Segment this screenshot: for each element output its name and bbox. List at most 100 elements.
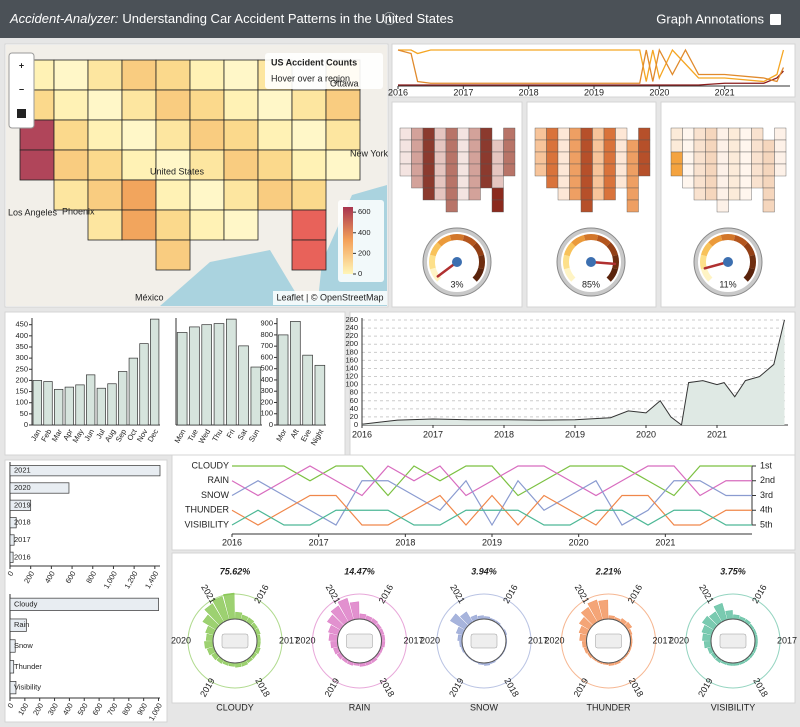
mini-state: [534, 163, 547, 177]
x-tick-label: Jul: [94, 427, 107, 440]
panel: [171, 454, 796, 551]
state: [223, 209, 259, 241]
radial-name: RAIN: [349, 702, 371, 712]
mini-state: [626, 175, 639, 189]
reset-view[interactable]: [17, 109, 26, 118]
mini-state: [603, 163, 616, 177]
place-label: Ottawa: [330, 78, 359, 88]
mini-state: [716, 163, 729, 177]
mini-state: [569, 175, 582, 189]
mini-state: [546, 151, 559, 165]
mini-state: [468, 151, 481, 165]
info-icon[interactable]: ⓘ: [383, 11, 396, 26]
mini-state: [603, 187, 616, 201]
state: [87, 119, 123, 151]
y-tick-label: 260: [345, 315, 358, 324]
mini-state: [716, 199, 729, 213]
gauge-label: 85%: [582, 279, 600, 289]
category-label: 2017: [14, 535, 31, 544]
zoom-out[interactable]: −: [19, 84, 24, 94]
x-tick-label: 2021: [707, 429, 727, 439]
mini-state: [615, 127, 628, 141]
state: [121, 209, 157, 241]
y-tick-label: 200: [260, 397, 273, 406]
gauge-hub: [586, 257, 596, 267]
mini-state: [468, 187, 481, 201]
mini-state: [546, 175, 559, 189]
bar: [176, 332, 188, 426]
x-tick-label: 2018: [494, 429, 514, 439]
mini-state: [422, 151, 435, 165]
year-label: 2020: [171, 635, 191, 645]
gauge-band: [733, 234, 748, 247]
series-label: CLOUDY: [191, 460, 229, 470]
y-tick-label: 40: [350, 404, 358, 413]
colorbar: [343, 207, 353, 274]
radial-outer: [436, 593, 532, 689]
state: [189, 59, 225, 91]
mini-state: [503, 163, 516, 177]
mini-state: [728, 139, 741, 153]
mini-state: [557, 139, 570, 153]
attribution[interactable]: Leaflet | © OpenStreetMap: [276, 292, 383, 302]
mini-state: [693, 127, 706, 141]
x-tick-label: 2021: [655, 537, 675, 547]
series-label: SNOW: [201, 490, 230, 500]
radial-outer: [312, 593, 407, 689]
share-label: 3.94%: [471, 566, 497, 576]
mini-state: [434, 151, 447, 165]
bar: [64, 386, 74, 426]
x-tick-label: 2016: [222, 537, 242, 547]
mini-state: [774, 139, 787, 153]
gauge-band: [462, 234, 477, 247]
state: [291, 149, 327, 181]
bar: [9, 465, 161, 477]
rank-line: [231, 479, 752, 527]
x-tick-label: 0: [6, 569, 16, 577]
bar: [9, 681, 17, 695]
mini-state: [411, 139, 424, 153]
gauge-band: [612, 254, 619, 270]
y-tick-label: 0: [269, 420, 273, 429]
x-tick-label: 2017: [309, 537, 329, 547]
year-label: 2020: [295, 635, 315, 645]
bar: [118, 371, 128, 426]
mini-state: [762, 175, 775, 189]
state: [291, 239, 327, 271]
mini-state: [569, 139, 582, 153]
radial-map: [595, 633, 622, 649]
mini-state: [705, 175, 718, 189]
mini-state: [580, 127, 593, 141]
area-line: [361, 319, 785, 426]
state: [121, 119, 157, 151]
gauge-band: [743, 242, 756, 257]
mini-state: [445, 151, 458, 165]
gauge-band: [749, 254, 756, 270]
annotations-checkbox[interactable]: [770, 14, 781, 25]
bar: [75, 384, 85, 426]
state: [189, 89, 225, 121]
radial-outer: [561, 593, 656, 689]
mini-state: [693, 163, 706, 177]
bar: [150, 318, 160, 426]
zoom-in[interactable]: +: [19, 60, 24, 70]
mini-state: [774, 151, 787, 165]
y-tick-label: 100: [15, 398, 28, 407]
map-info-box: [265, 53, 383, 89]
gauge-band: [429, 267, 442, 282]
mini-state: [411, 175, 424, 189]
category-label: 2019: [14, 500, 31, 509]
state: [325, 149, 361, 181]
state: [155, 149, 191, 181]
panel: [4, 459, 168, 723]
mini-state: [580, 151, 593, 165]
mini-state: [580, 199, 593, 213]
mini-state: [491, 187, 504, 201]
y-tick-label: 80: [350, 388, 358, 397]
mini-state: [422, 139, 435, 153]
mini-state: [693, 151, 706, 165]
radial-map: [719, 633, 747, 649]
mini-state: [546, 139, 559, 153]
mini-state: [739, 127, 752, 141]
x-tick-label: 2020: [569, 537, 589, 547]
